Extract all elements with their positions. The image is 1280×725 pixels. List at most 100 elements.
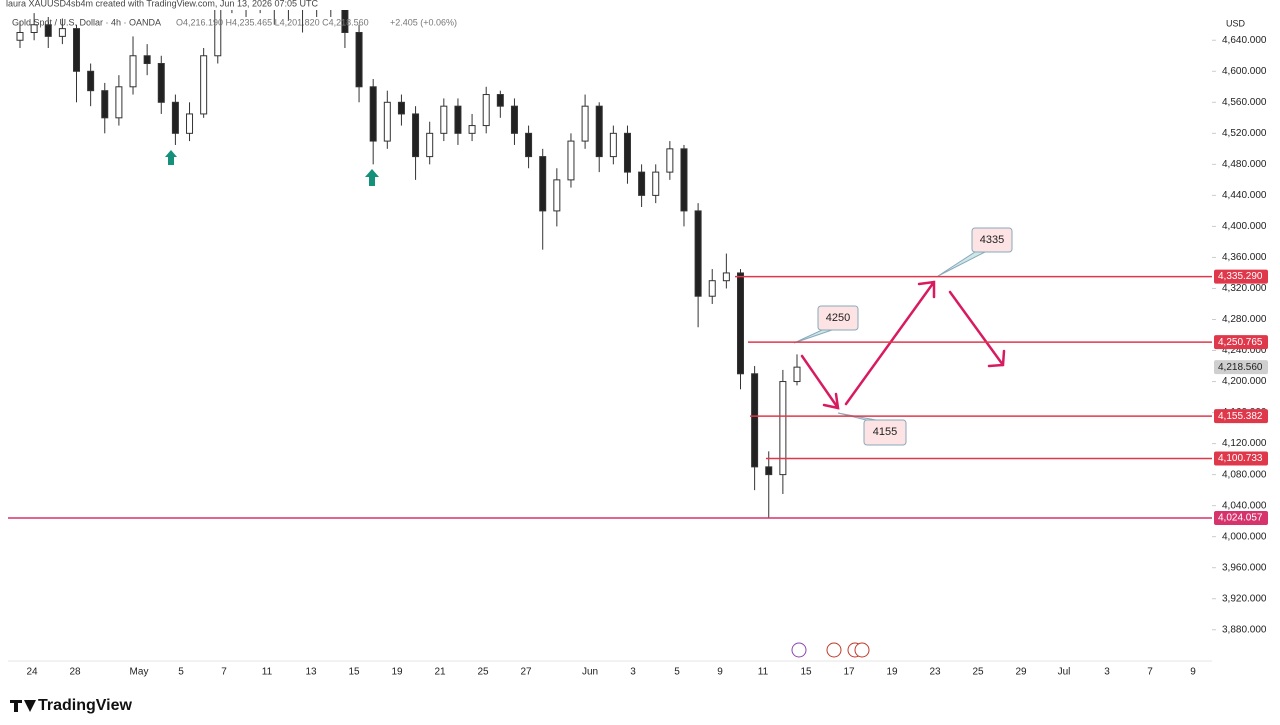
projection-arrows: [800, 280, 1006, 410]
brand-logo: [10, 700, 36, 712]
candle-body: [214, 10, 222, 57]
candle-body: [765, 466, 773, 476]
y-tick-label: 4,480.000: [1222, 159, 1267, 170]
candle-body: [482, 94, 490, 127]
x-tick-label: 15: [800, 667, 812, 678]
level-label: 4,155.382: [1218, 411, 1263, 422]
y-tick-label: 4,120.000: [1222, 438, 1267, 449]
candle-body: [553, 179, 561, 212]
level-label: 4,024.057: [1218, 513, 1263, 524]
callout-label: 4250: [826, 312, 850, 324]
brand: TradingView: [38, 697, 133, 714]
candle-body: [171, 101, 179, 134]
candle-body: [751, 373, 759, 468]
candle-body: [793, 366, 801, 383]
y-tick-label: 4,080.000: [1222, 469, 1267, 480]
candle-body: [468, 125, 476, 134]
callout: 4155: [837, 412, 907, 446]
x-tick-label: 27: [520, 667, 532, 678]
y-tick-label: 4,600.000: [1222, 66, 1267, 77]
candle-body: [623, 132, 631, 173]
ohlc-legend: O4,216.190 H4,235.465 L4,201.820 C4,218.…: [176, 17, 369, 27]
x-tick-label: 25: [972, 667, 984, 678]
y-tick-label: 4,640.000: [1222, 35, 1267, 46]
y-tick-label: 4,200.000: [1222, 376, 1267, 387]
x-tick-label: 28: [69, 667, 81, 678]
candle-body: [581, 105, 589, 142]
candle-body: [30, 24, 38, 33]
candle-body: [567, 140, 575, 181]
y-tick-label: 3,960.000: [1222, 562, 1267, 573]
candle-body: [328, 0, 334, 1]
x-tick-label: 11: [262, 667, 273, 678]
candle-body: [355, 31, 363, 88]
x-tick-label: May: [130, 667, 149, 678]
y-tick-label: 3,880.000: [1222, 624, 1267, 635]
y-tick-label: 4,280.000: [1222, 314, 1267, 325]
y-tick-label: 4,360.000: [1222, 252, 1267, 263]
currency: USD: [1226, 18, 1246, 28]
x-tick-label: 9: [1190, 667, 1196, 678]
candle-body: [115, 86, 123, 119]
x-tick-label: 7: [221, 667, 227, 678]
candle-body: [143, 55, 151, 65]
candle-body: [186, 113, 194, 134]
level-label: 4,335.290: [1218, 271, 1263, 282]
callout-label: 4335: [980, 234, 1004, 246]
y-tick-label: 3,920.000: [1222, 593, 1267, 604]
signal-arrow: [365, 169, 379, 186]
event-icon: [791, 642, 807, 658]
candle-body: [58, 28, 66, 37]
x-tick-label: 3: [630, 667, 636, 678]
callout: 4250: [793, 305, 859, 344]
candle-body: [736, 272, 744, 375]
event-icon: [854, 642, 870, 658]
x-tick-label: 7: [1147, 667, 1153, 678]
x-tick-label: 15: [348, 667, 360, 678]
x-tick-label: 11: [758, 667, 769, 678]
x-tick-label: 21: [434, 667, 446, 678]
candles: [16, 0, 801, 519]
candle-body: [652, 171, 660, 196]
x-tick-label: 19: [391, 667, 403, 678]
y-tick-label: 4,440.000: [1222, 190, 1267, 201]
candle-body: [779, 381, 787, 476]
candle-body: [426, 132, 434, 158]
level-tag: [1214, 269, 1268, 284]
candle-body: [722, 272, 730, 282]
y-tick-label: 4,000.000: [1222, 531, 1267, 542]
y-tick-label: 4,040.000: [1222, 500, 1267, 511]
candle-body: [341, 10, 349, 33]
y-tick-label: 4,320.000: [1222, 283, 1267, 294]
y-tick-label: 4,560.000: [1222, 97, 1267, 108]
event-icon: [826, 642, 842, 658]
x-tick-label: Jul: [1058, 667, 1071, 678]
x-tick-label: 5: [178, 667, 184, 678]
candle-body: [87, 70, 95, 92]
candle-body: [129, 55, 137, 88]
candle-body: [44, 24, 52, 37]
x-tick-label: 25: [477, 667, 489, 678]
candle-body: [638, 171, 646, 196]
y-tick-label: 4,240.000: [1222, 345, 1267, 356]
x-tick-label: 17: [843, 667, 855, 678]
level-label: 4,100.733: [1218, 453, 1263, 464]
callout: 4335: [937, 227, 1013, 277]
candle-body: [440, 105, 448, 134]
candle-body: [680, 148, 688, 212]
candle-body: [525, 132, 533, 158]
candle-body: [157, 63, 165, 103]
level-label: 4,250.765: [1218, 337, 1263, 348]
candle-body: [496, 94, 504, 107]
y-tick-label: 4,400.000: [1222, 221, 1267, 232]
x-tick-label: 24: [26, 667, 38, 678]
candle-body: [16, 31, 24, 41]
candle-body: [694, 210, 702, 297]
x-tick-label: Jun: [582, 667, 598, 678]
signal-arrow: [165, 150, 177, 165]
candle-body: [708, 280, 716, 297]
candle-body: [200, 55, 208, 115]
attribution: laura XAUUSD4sb4m created with TradingVi…: [6, 0, 318, 8]
candle-body: [454, 105, 462, 134]
last-price-tag: [1214, 360, 1268, 375]
